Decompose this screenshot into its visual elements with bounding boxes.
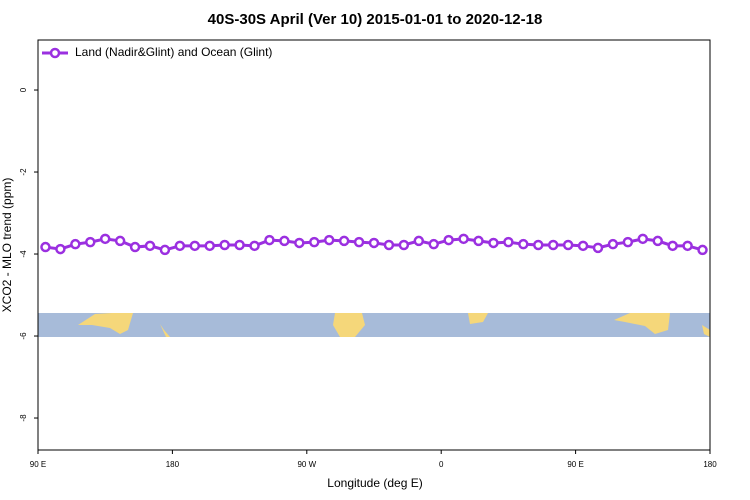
legend-marker [49, 47, 61, 59]
data-point [55, 243, 66, 255]
y-tick-label: -6 [19, 332, 28, 340]
data-point [368, 237, 380, 249]
y-tick-label: 0 [19, 87, 28, 92]
data-point [85, 236, 96, 248]
land [160, 324, 170, 337]
data-point [219, 239, 230, 251]
y-tick-label: -8 [19, 414, 28, 422]
data-point [279, 235, 290, 247]
data-point [458, 233, 469, 245]
data-point [667, 240, 678, 252]
data-point [533, 239, 544, 251]
data-point [577, 240, 589, 252]
data-point [189, 240, 201, 252]
x-tick-label: 180 [703, 460, 717, 469]
land [468, 313, 488, 324]
data-point [129, 241, 141, 253]
data-point [473, 235, 484, 247]
data-point [488, 237, 499, 249]
data-point [309, 236, 320, 248]
land [702, 325, 710, 337]
data-point [174, 240, 186, 252]
data-point [338, 235, 350, 247]
land [78, 313, 133, 334]
data-point [249, 240, 260, 252]
data-point [294, 237, 305, 249]
data-point [264, 234, 275, 246]
ocean [38, 313, 710, 337]
data-point [144, 240, 156, 252]
land [333, 313, 365, 337]
data-point [562, 239, 574, 251]
data-point [607, 238, 619, 250]
data-point [40, 241, 51, 253]
y-tick-label: -2 [19, 168, 28, 176]
y-tick-label: -4 [19, 250, 28, 258]
data-point [159, 244, 171, 256]
x-tick-label: 90 E [30, 460, 46, 469]
data-point [99, 233, 111, 245]
data-point [353, 236, 365, 248]
x-tick-label: 180 [166, 460, 180, 469]
data-point [652, 235, 663, 247]
data-point [547, 239, 559, 251]
data-point [697, 244, 708, 256]
x-tick-label: 0 [439, 460, 444, 469]
data-point [323, 234, 335, 246]
data-point [383, 239, 395, 251]
map-strip [38, 313, 710, 337]
data-point [682, 240, 693, 252]
data-point [518, 238, 529, 250]
data-point [637, 233, 649, 245]
x-tick-label: 90 W [297, 460, 316, 469]
y-axis-label: XCO2 - MLO trend (ppm) [0, 178, 14, 313]
data-point [622, 236, 634, 248]
legend-label: Land (Nadir&Glint) and Ocean (Glint) [75, 45, 272, 59]
data-point [503, 236, 514, 248]
data-point [70, 238, 81, 250]
data-point [114, 235, 126, 247]
x-tick-label: 90 E [567, 460, 583, 469]
data-point [592, 242, 604, 254]
data-point [234, 239, 245, 251]
data-point [204, 240, 215, 252]
plot-frame [37, 39, 711, 451]
chart-title: 40S-30S April (Ver 10) 2015-01-01 to 202… [208, 11, 543, 28]
data-point [413, 235, 425, 247]
x-axis-label: Longitude (deg E) [327, 476, 422, 490]
land [614, 313, 670, 334]
data-point [398, 239, 410, 251]
data-point [443, 234, 454, 246]
legend: Land (Nadir&Glint) and Ocean (Glint) [42, 45, 272, 59]
data-point [428, 238, 439, 250]
